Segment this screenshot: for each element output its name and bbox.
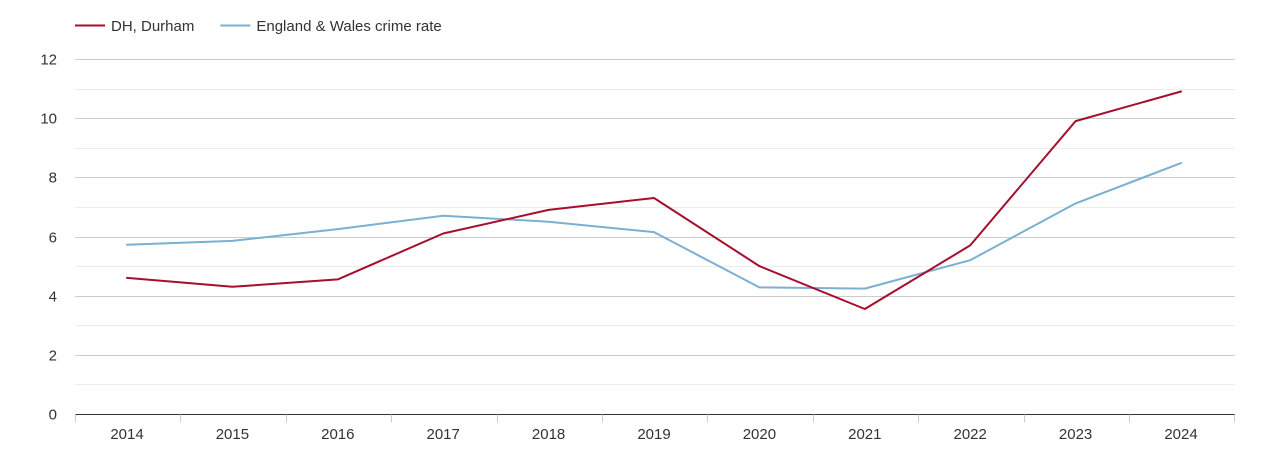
x-tick-label: 2017	[427, 426, 460, 443]
data-point	[1179, 89, 1184, 94]
legend: DH, Durham England & Wales crime rate	[75, 18, 442, 35]
y-axis: 0 2 4 6 8 10 12	[40, 52, 57, 424]
data-point	[546, 207, 551, 212]
y-tick-label: 12	[40, 52, 57, 69]
y-tick-label: 4	[49, 289, 57, 306]
data-point	[652, 230, 657, 235]
x-tick-label: 2014	[110, 426, 143, 443]
y-tick-label: 8	[49, 170, 57, 187]
y-tick-label: 10	[40, 111, 57, 128]
data-point	[652, 196, 657, 201]
x-tick-label: 2022	[954, 426, 987, 443]
data-point	[1073, 119, 1078, 124]
y-tick-label: 6	[49, 230, 57, 247]
y-tick-label: 2	[49, 348, 57, 365]
data-point	[757, 285, 762, 290]
data-point	[1073, 201, 1078, 206]
data-point	[546, 219, 551, 224]
series-layer	[125, 89, 1184, 312]
x-tick-label: 2019	[637, 426, 670, 443]
data-point	[968, 243, 973, 248]
data-point	[757, 264, 762, 269]
data-point	[125, 242, 130, 247]
legend-label: England & Wales crime rate	[256, 18, 441, 35]
data-point	[1179, 161, 1184, 166]
data-point	[125, 275, 130, 280]
series-line-england-wales	[126, 162, 1182, 290]
y-tick-label: 0	[49, 407, 57, 424]
x-tick-label: 2023	[1059, 426, 1092, 443]
x-tick-label: 2015	[216, 426, 249, 443]
legend-item[interactable]: DH, Durham	[75, 18, 194, 35]
data-point	[441, 213, 446, 218]
data-point	[335, 277, 340, 282]
data-point	[862, 307, 867, 312]
grid	[75, 59, 1235, 385]
data-point	[441, 231, 446, 236]
data-point	[230, 238, 235, 243]
x-tick-label: 2021	[848, 426, 881, 443]
data-point	[968, 258, 973, 263]
x-tick-label: 2024	[1164, 426, 1197, 443]
x-tick-label: 2018	[532, 426, 565, 443]
x-tick-label: 2020	[743, 426, 776, 443]
data-point	[862, 286, 867, 291]
legend-item[interactable]: England & Wales crime rate	[220, 18, 442, 35]
x-axis: 2014 2015 2016 2017 2018 2019 2020 2021 2022 2023…	[75, 414, 1235, 443]
legend-label: DH, Durham	[111, 18, 194, 35]
data-point	[230, 284, 235, 289]
x-tick-label: 2016	[321, 426, 354, 443]
series-line-dh-durham	[126, 90, 1182, 310]
data-point	[335, 227, 340, 232]
